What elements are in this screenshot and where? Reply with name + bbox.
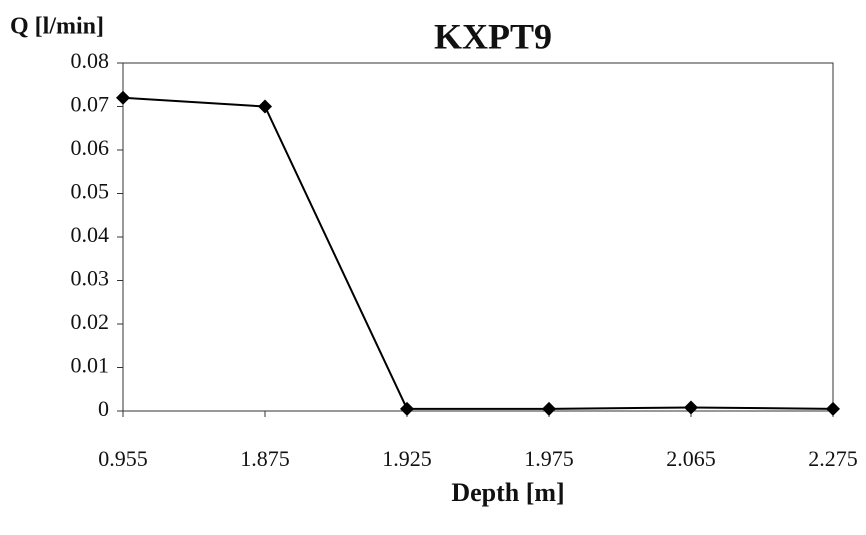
chart-title: KXPT9 — [434, 16, 552, 56]
x-tick-label: 2.275 — [808, 446, 858, 471]
y-tick-label: 0.06 — [71, 135, 110, 160]
y-tick-label: 0 — [98, 396, 109, 421]
data-point — [684, 400, 698, 415]
data-point — [258, 99, 272, 114]
x-tick-label: 1.875 — [240, 446, 290, 471]
y-tick-label: 0.01 — [71, 353, 110, 378]
y-tick-label: 0.07 — [71, 92, 110, 117]
data-point — [400, 401, 414, 416]
y-tick-label: 0.03 — [71, 266, 110, 291]
plot-frame — [122, 62, 834, 412]
x-tick-label: 0.955 — [98, 446, 148, 471]
x-tick-label: 1.975 — [524, 446, 574, 471]
y-tick-label: 0.08 — [71, 48, 110, 73]
data-point — [826, 401, 840, 416]
x-tick-label: 1.925 — [382, 446, 432, 471]
y-tick-label: 0.04 — [71, 222, 110, 247]
x-axis-label: Depth [m] — [451, 478, 564, 507]
data-point — [116, 90, 130, 105]
data-line — [122, 96, 834, 410]
y-axis-label: Q [l/min] — [10, 14, 104, 40]
y-tick-label: 0.02 — [71, 309, 110, 334]
y-tick-label: 0.05 — [71, 179, 110, 204]
x-tick-label: 2.065 — [666, 446, 716, 471]
data-point — [542, 401, 556, 416]
